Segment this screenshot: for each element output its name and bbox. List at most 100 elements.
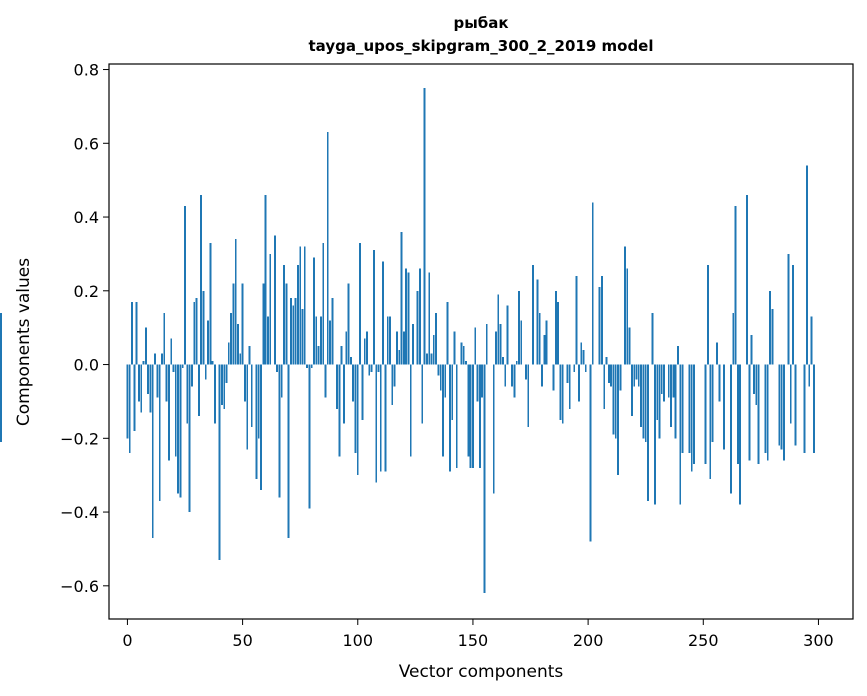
bar: [372, 250, 375, 365]
bar: [499, 323, 502, 365]
bar: [605, 357, 608, 365]
bar: [147, 364, 150, 395]
bar: [794, 364, 797, 446]
bar: [612, 364, 615, 435]
bar: [432, 335, 435, 365]
bar: [792, 264, 795, 365]
bar: [483, 364, 486, 594]
bar: [389, 316, 391, 365]
bar: [690, 364, 693, 472]
bar: [370, 364, 373, 372]
bar: [504, 364, 507, 387]
bar: [492, 364, 495, 494]
bar: [363, 338, 366, 365]
bar: [299, 246, 302, 365]
bar: [140, 364, 143, 413]
bar: [644, 364, 647, 442]
y-tick-label: −0.6: [60, 577, 99, 596]
bar: [306, 364, 309, 369]
bar: [310, 364, 313, 369]
bar: [660, 364, 663, 395]
bar: [589, 364, 592, 542]
bar: [349, 357, 352, 365]
bar: [218, 364, 221, 560]
bar: [601, 276, 603, 365]
bar: [172, 364, 175, 372]
bar: [739, 364, 742, 505]
bar: [313, 257, 315, 365]
bar: [232, 283, 235, 365]
bar: [511, 364, 514, 387]
bar: [545, 320, 548, 365]
bar: [552, 364, 555, 391]
bar: [803, 364, 806, 454]
bar: [478, 364, 481, 468]
bar: [497, 294, 500, 365]
bar: [425, 353, 428, 365]
bar: [706, 264, 709, 365]
bar: [177, 364, 180, 494]
bar: [757, 364, 760, 465]
bar: [211, 360, 214, 365]
bar: [789, 364, 792, 424]
y-tick-label: 0.8: [74, 61, 99, 80]
bar: [345, 331, 348, 365]
bar: [465, 360, 467, 365]
bar: [214, 364, 216, 424]
bar: [670, 364, 672, 428]
bar: [223, 364, 226, 409]
bar: [716, 342, 719, 365]
bar: [718, 364, 721, 402]
bar: [778, 364, 781, 446]
bar: [474, 327, 477, 365]
bar: [396, 331, 398, 365]
bar: [624, 246, 626, 365]
bar: [241, 283, 244, 365]
bar: [361, 364, 364, 420]
bar: [575, 276, 578, 365]
bar: [391, 364, 394, 406]
bar: [476, 364, 479, 402]
x-tick-label: 150: [458, 631, 489, 650]
bar: [628, 327, 631, 365]
bar: [603, 364, 606, 409]
bar: [191, 364, 193, 387]
bar: [402, 331, 405, 365]
bar: [541, 364, 543, 387]
bar: [635, 364, 638, 380]
bar: [677, 346, 679, 365]
bar: [287, 364, 290, 538]
bar: [515, 360, 518, 365]
bar: [582, 349, 585, 365]
bar: [220, 364, 223, 406]
bar: [437, 364, 440, 376]
bar: [518, 290, 520, 365]
bar: [485, 323, 488, 365]
x-tick-label: 200: [573, 631, 604, 650]
x-tick-label: 300: [803, 631, 834, 650]
bar: [257, 364, 260, 439]
bar: [269, 253, 272, 365]
bar: [782, 364, 785, 461]
bar: [0, 323, 2, 365]
bar: [667, 364, 670, 398]
bar: [462, 346, 465, 365]
bar: [481, 364, 484, 398]
bar: [163, 312, 166, 365]
bar: [428, 272, 431, 365]
bar: [607, 364, 610, 383]
bar: [446, 301, 449, 365]
bar: [276, 364, 279, 372]
bar: [149, 364, 152, 413]
bar: [193, 301, 196, 365]
bar: [531, 264, 534, 365]
x-axis-ticks: 0 50 100 150 200 250 300: [122, 619, 834, 650]
bar: [294, 298, 297, 365]
bar: [200, 194, 203, 365]
bar: [451, 364, 454, 420]
bar: [188, 364, 191, 513]
x-tick-label: 50: [232, 631, 252, 650]
bar: [787, 253, 790, 365]
bar: [538, 312, 541, 365]
